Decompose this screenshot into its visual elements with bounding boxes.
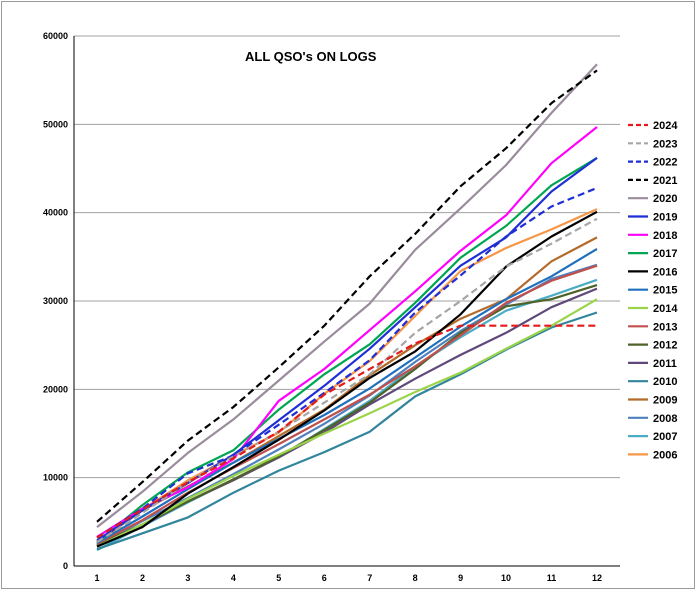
- y-tick-labels: 0 10000 20000 30000 40000 50000 60000: [43, 31, 68, 571]
- legend-label-2006: 2006: [653, 449, 677, 461]
- legend-label-2019: 2019: [653, 212, 677, 224]
- y-tick-label: 20000: [43, 384, 68, 394]
- legend-label-2017: 2017: [653, 248, 677, 260]
- x-tick-label: 7: [367, 573, 372, 583]
- series-line-2023: [96, 217, 598, 544]
- x-tick-label: 1: [94, 573, 99, 583]
- y-tick-label: 10000: [43, 473, 68, 483]
- legend-label-2016: 2016: [653, 266, 677, 278]
- series-line-2012: [96, 284, 598, 546]
- legend-label-2018: 2018: [653, 230, 677, 242]
- x-tick-label: 3: [185, 573, 190, 583]
- y-tick-label: 30000: [43, 296, 68, 306]
- legend-label-2015: 2015: [653, 285, 677, 297]
- legend-label-2011: 2011: [653, 358, 677, 370]
- x-tick-label: 9: [458, 573, 463, 583]
- x-tick-label: 11: [547, 573, 557, 583]
- legend-label-2009: 2009: [653, 395, 677, 407]
- legend-label-2021: 2021: [653, 175, 677, 187]
- x-tick-label: 10: [501, 573, 511, 583]
- y-tick-label: 0: [63, 561, 68, 571]
- series-line-2022: [96, 186, 598, 539]
- x-tick-label: 12: [592, 573, 602, 583]
- legend-label-2023: 2023: [653, 138, 677, 150]
- series-line-2024: [96, 324, 597, 539]
- series-line-2008: [96, 263, 598, 547]
- series-line-2018: [96, 126, 598, 538]
- legend-label-2007: 2007: [653, 431, 677, 443]
- x-tick-label: 8: [413, 573, 418, 583]
- legend-label-2012: 2012: [653, 340, 677, 352]
- x-tick-label: 2: [140, 573, 145, 583]
- legend-label-2024: 2024: [653, 120, 678, 132]
- x-tick-label: 4: [231, 573, 236, 583]
- x-tick-label: 6: [322, 573, 327, 583]
- series-line-2021: [96, 69, 598, 523]
- y-tick-label: 40000: [43, 208, 68, 218]
- legend-label-2010: 2010: [653, 376, 677, 388]
- series-line-2016: [96, 210, 598, 548]
- axes: [73, 36, 620, 567]
- gridlines: [74, 35, 620, 479]
- series-line-2010: [96, 311, 598, 551]
- legend-label-2014: 2014: [653, 303, 678, 315]
- legend-label-2013: 2013: [653, 321, 677, 333]
- legend-label-2020: 2020: [653, 193, 677, 205]
- series-line-2013: [96, 264, 598, 545]
- series-line-2020: [96, 63, 598, 528]
- series-line-2014: [96, 298, 598, 548]
- series-line-2015: [96, 247, 598, 544]
- x-tick-labels: 1 2 3 4 5 6 7 8 9 10 11 12: [94, 573, 601, 583]
- y-tick-label: 60000: [43, 31, 68, 41]
- series-lines: [96, 63, 598, 552]
- legend-label-2022: 2022: [653, 157, 677, 169]
- x-tick-label: 5: [276, 573, 281, 583]
- legend: 2024 2023 2022 2021 2020 2019 2018 2017 2016 2015…: [628, 120, 678, 461]
- legend-label-2008: 2008: [653, 413, 677, 425]
- chart-title: ALL QSO's ON LOGS: [245, 49, 377, 64]
- y-tick-label: 50000: [43, 119, 68, 129]
